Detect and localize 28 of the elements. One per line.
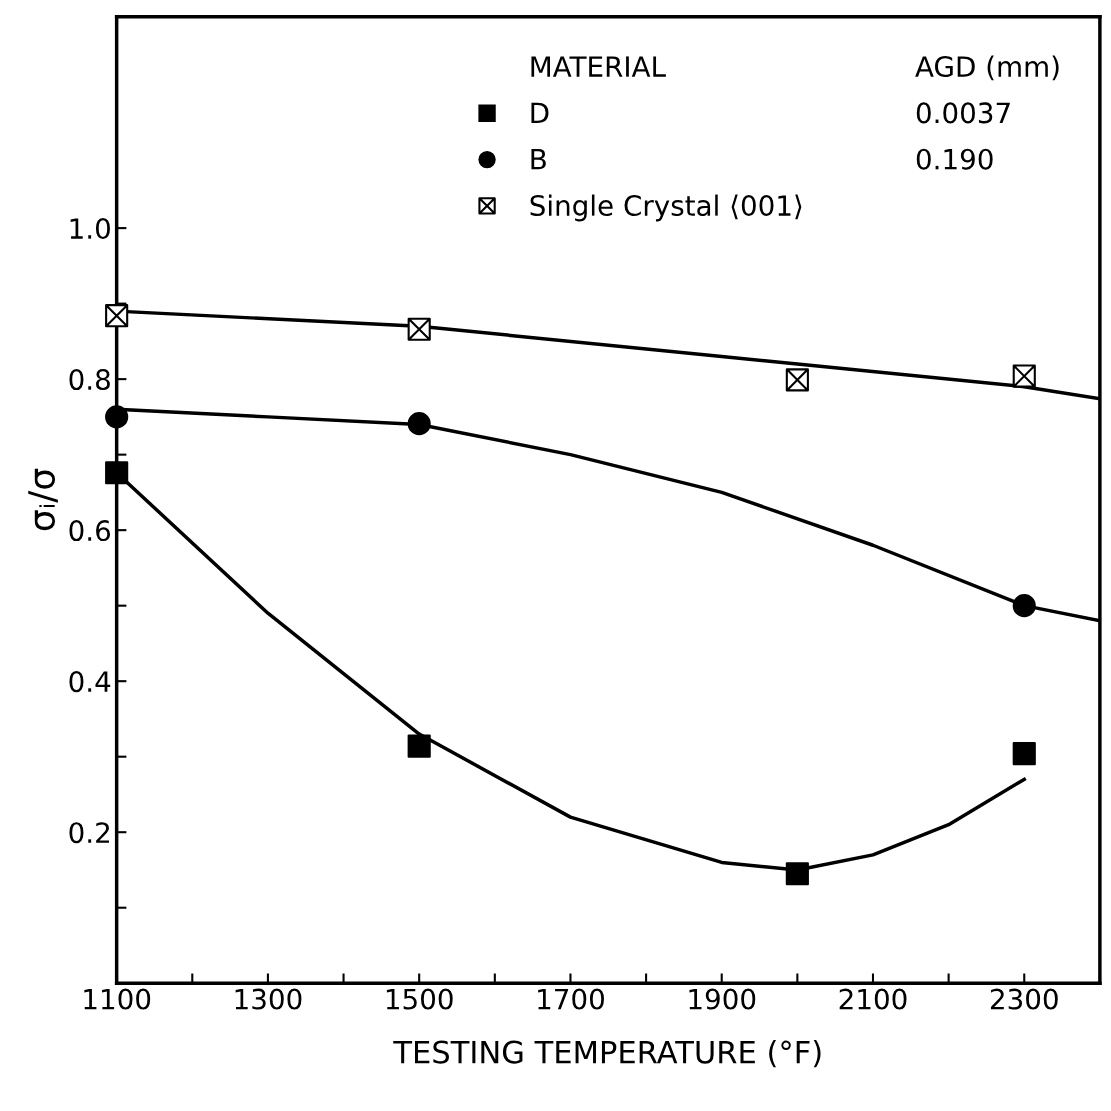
y-tick-label: 0.6: [69, 520, 111, 542]
point: [407, 412, 431, 436]
annotation: 0.190: [916, 148, 993, 170]
y-axis-title: σᵢ/σ: [28, 468, 58, 531]
annotation: 0.0037: [916, 102, 1010, 124]
point: [1012, 742, 1036, 766]
point: [105, 461, 129, 485]
legend-label: Single Crystal ⟨001⟩: [530, 194, 802, 222]
x-axis-title: TESTING TEMPERATURE (°F): [393, 1040, 821, 1068]
legend-title: MATERIAL: [531, 56, 666, 77]
x-tick-label: 1500: [386, 988, 453, 1010]
y-tick-label: 0.2: [69, 822, 110, 844]
x-tick-label: 2100: [839, 988, 907, 1010]
y-tick-label: 0.4: [69, 671, 111, 693]
x-tick-label: 1300: [235, 988, 302, 1010]
x-tick-label: 2300: [990, 988, 1058, 1010]
legend-label: B: [531, 149, 546, 170]
y-tick-label: 1.0: [70, 218, 110, 240]
point: [785, 862, 809, 886]
point: [105, 405, 129, 429]
point: [1012, 594, 1036, 618]
x-tick-label: 1900: [689, 988, 756, 1010]
point: [407, 734, 431, 758]
x-tick-label: 1100: [84, 988, 151, 1010]
x-tick-label: 1700: [538, 988, 604, 1010]
annotation: AGD (mm): [915, 55, 1059, 81]
legend-label: D: [531, 102, 549, 123]
y-tick-label: 0.8: [69, 369, 110, 391]
